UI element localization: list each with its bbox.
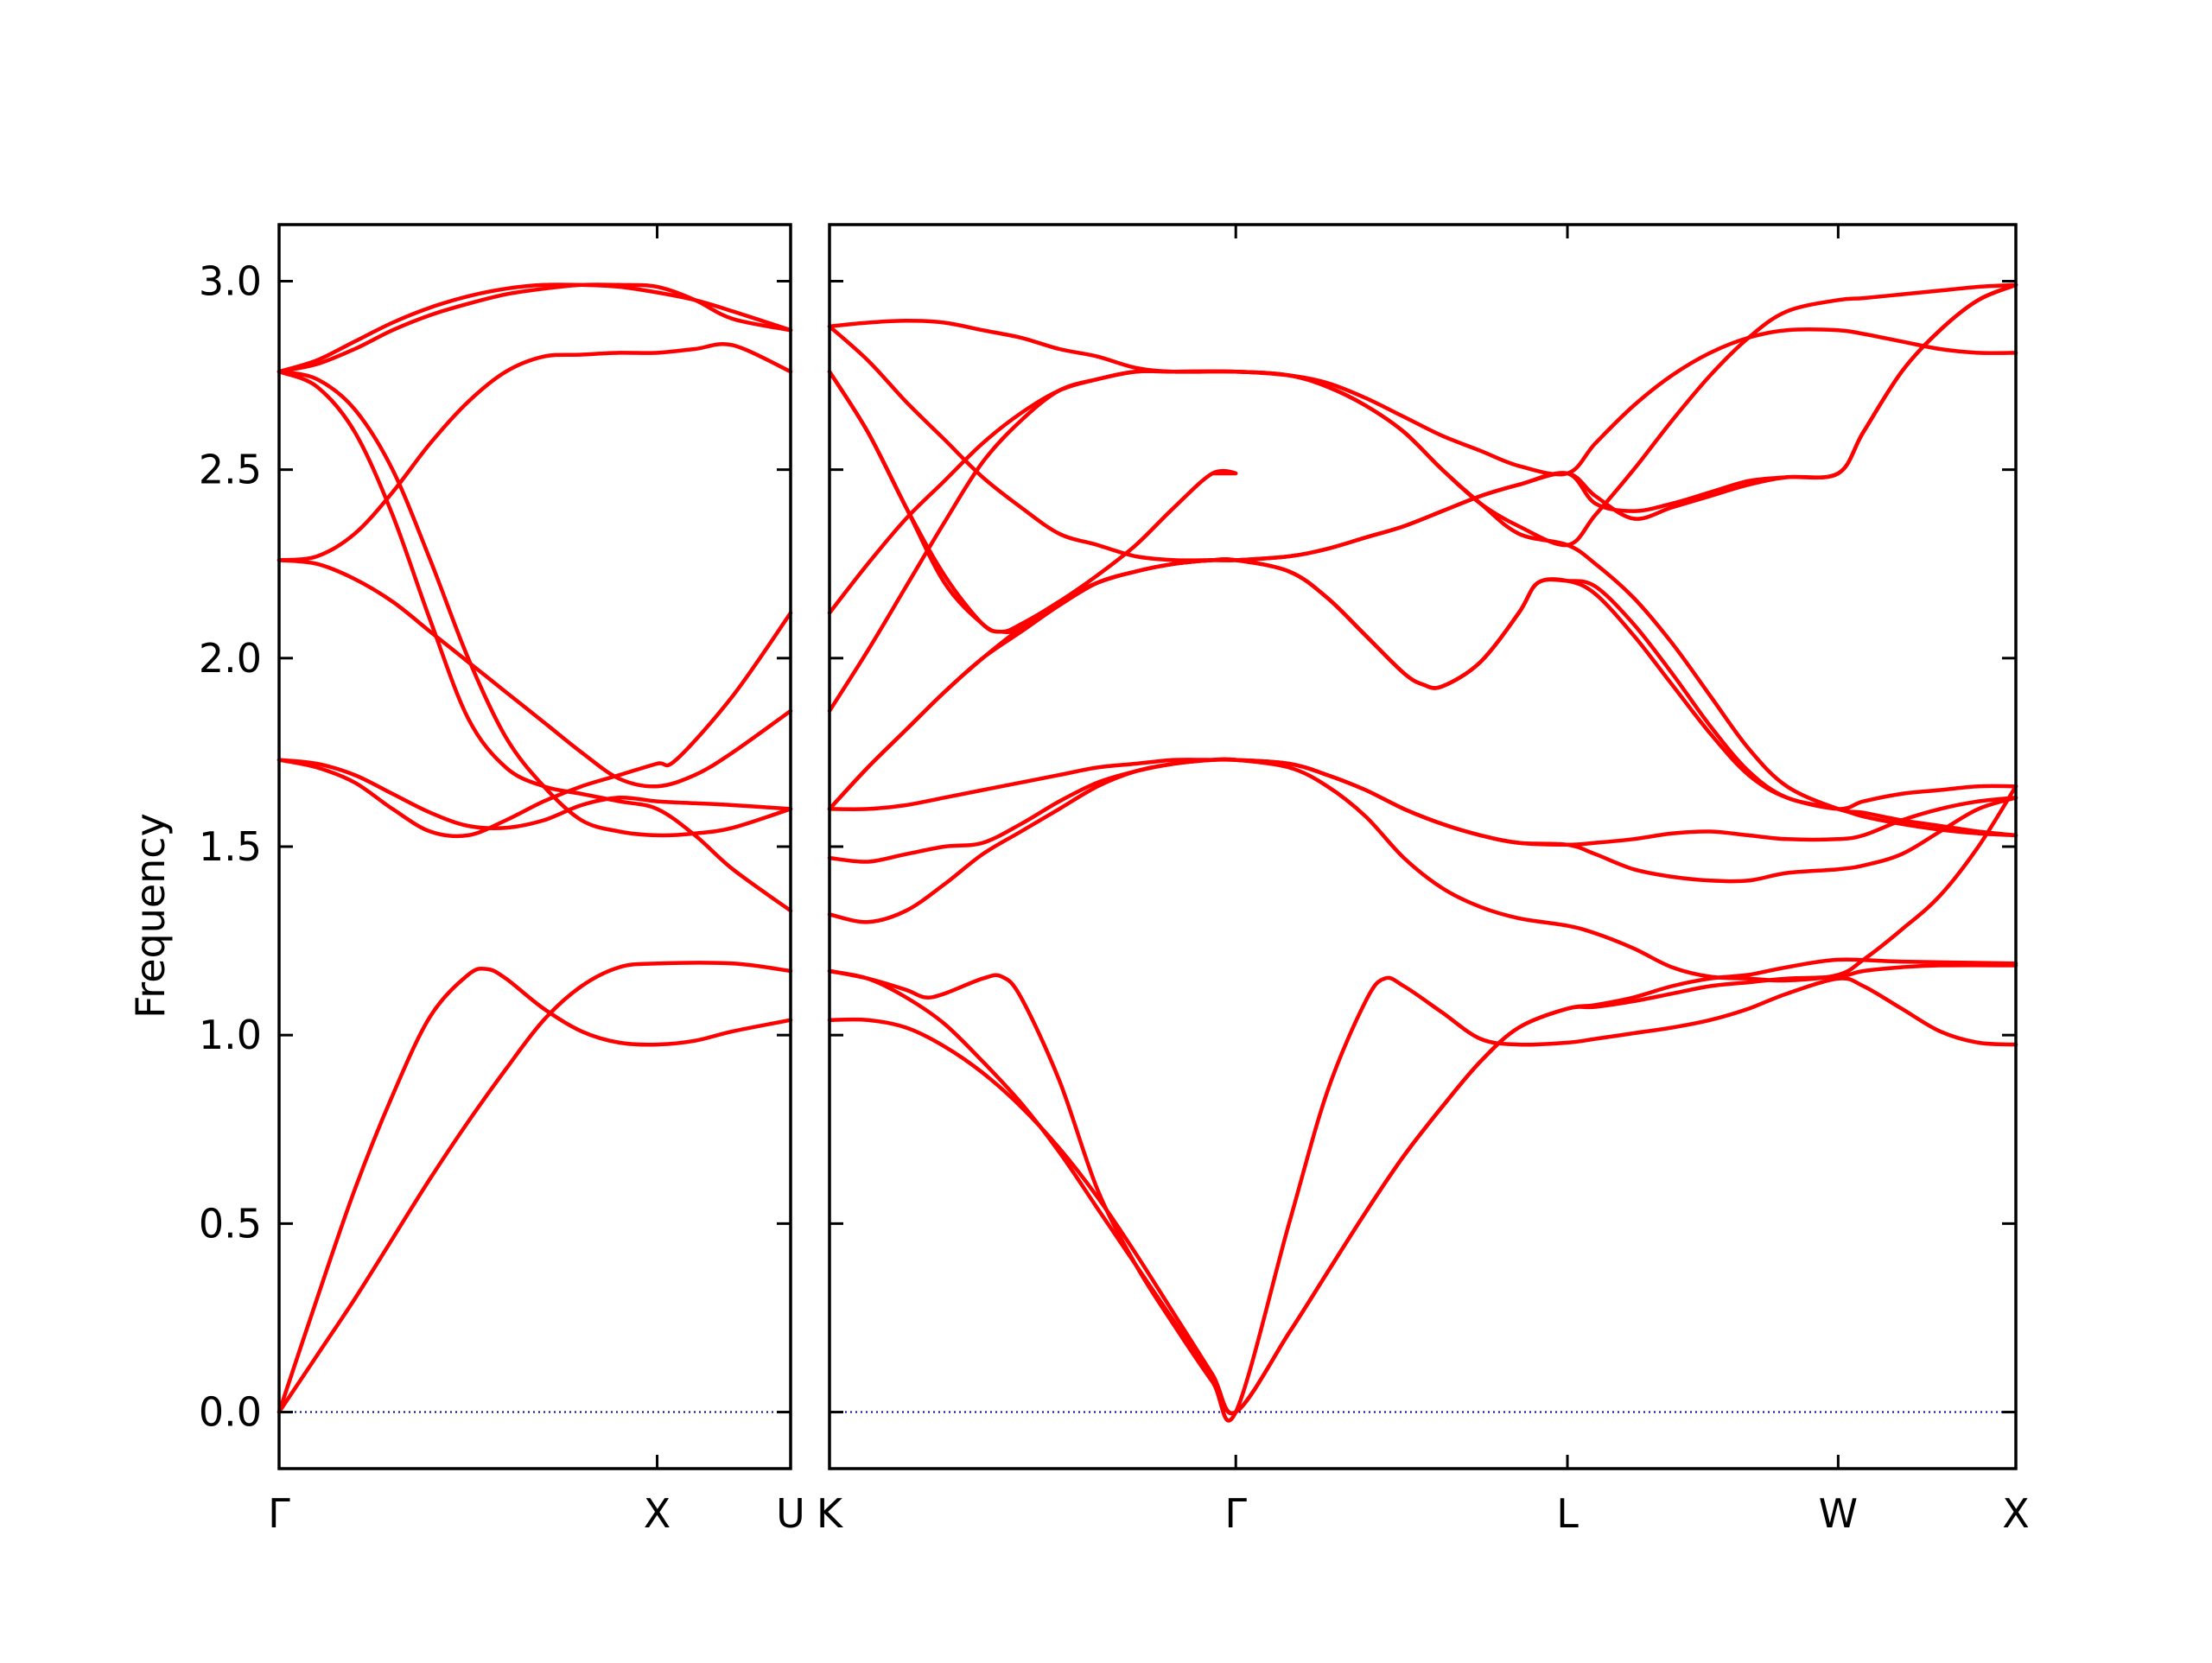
q-point-label: Γ xyxy=(1224,1490,1247,1537)
band-line-1-12 xyxy=(827,282,2018,548)
band-line-0-1 xyxy=(276,961,793,1414)
band-line-1-3 xyxy=(827,757,2018,983)
band-line-0-5 xyxy=(276,369,793,838)
y-tick-label: 3.0 xyxy=(199,257,262,304)
y-tick-label: 2.0 xyxy=(199,635,262,682)
band-line-0-6 xyxy=(276,342,793,562)
y-tick-label: 2.5 xyxy=(199,447,262,493)
band-line-1-6 xyxy=(827,556,2018,838)
y-tick-label: 0.5 xyxy=(199,1200,262,1247)
band-line-1-9 xyxy=(827,282,2018,562)
axes-layer: 0.0 0.5 1.0 1.5 2.0 2.5 3.0 Γ X U K Γ L W X xyxy=(199,223,2030,1537)
bands-layer xyxy=(276,282,2018,1423)
q-point-label: X xyxy=(2002,1490,2030,1537)
y-axis-title: Frequency xyxy=(127,813,174,1019)
band-line-1-2 xyxy=(827,968,2018,1423)
q-point-label: W xyxy=(1819,1490,1858,1537)
q-point-label: Γ xyxy=(268,1490,290,1537)
band-line-0-0 xyxy=(276,966,793,1414)
band-line-1-11 xyxy=(827,369,2018,838)
band-line-0-2 xyxy=(276,758,793,831)
q-point-label: X xyxy=(644,1490,671,1537)
band-line-0-8 xyxy=(276,369,793,913)
band-line-1-7 xyxy=(827,556,2018,811)
band-line-1-4 xyxy=(827,757,2018,884)
band-line-0-3 xyxy=(276,611,793,839)
band-line-1-13 xyxy=(827,369,1238,634)
band-line-0-9 xyxy=(276,282,793,374)
q-point-label: K xyxy=(817,1490,844,1537)
band-line-1-10 xyxy=(827,327,2018,615)
q-point-label: U xyxy=(776,1490,805,1537)
band-line-1-0 xyxy=(827,963,2018,1415)
band-line-1-1 xyxy=(827,957,2018,1416)
band-line-1-5 xyxy=(827,758,2018,847)
q-point-label: L xyxy=(1556,1490,1579,1537)
y-tick-label: 0.0 xyxy=(199,1389,262,1436)
panel-frame-1 xyxy=(828,223,2018,1470)
y-tick-label: 1.0 xyxy=(199,1012,262,1058)
y-tick-label: 1.5 xyxy=(199,823,262,870)
band-line-1-8 xyxy=(827,282,2018,634)
band-line-0-4 xyxy=(276,558,793,789)
